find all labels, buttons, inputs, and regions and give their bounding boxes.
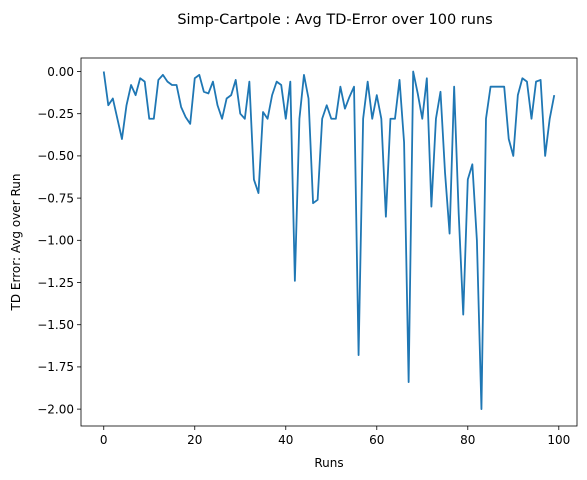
y-tick-label: −1.00 xyxy=(37,234,74,248)
x-tick-label: 20 xyxy=(187,433,202,447)
x-axis: 0 20 40 60 80 100 xyxy=(100,426,570,447)
y-axis-label: TD Error: Avg over Run xyxy=(9,174,23,312)
y-axis: 0.00 −0.25 −0.50 −0.75 −1.00 −1.25 −1.50 −1.75 −… xyxy=(37,65,81,416)
x-tick-label: 100 xyxy=(547,433,570,447)
plot-frame xyxy=(80,57,578,427)
y-tick-label: −1.75 xyxy=(37,360,74,374)
x-axis-label: Runs xyxy=(314,456,343,470)
plot-area xyxy=(80,57,578,427)
x-tick-label: 0 xyxy=(100,433,108,447)
y-tick-label: −0.25 xyxy=(37,107,74,121)
x-tick-label: 40 xyxy=(278,433,293,447)
x-tick-label: 80 xyxy=(460,433,475,447)
y-tick-label: 0.00 xyxy=(47,65,74,79)
y-tick-label: −0.50 xyxy=(37,149,74,163)
y-tick-label: −0.75 xyxy=(37,191,74,205)
y-tick-label: −1.25 xyxy=(37,276,74,290)
x-tick-label: 60 xyxy=(369,433,384,447)
series-line xyxy=(102,70,556,411)
y-tick-label: −2.00 xyxy=(37,402,74,416)
chart-title: Simp-Cartpole : Avg TD-Error over 100 ru… xyxy=(177,12,492,28)
y-tick-label: −1.50 xyxy=(37,318,74,332)
